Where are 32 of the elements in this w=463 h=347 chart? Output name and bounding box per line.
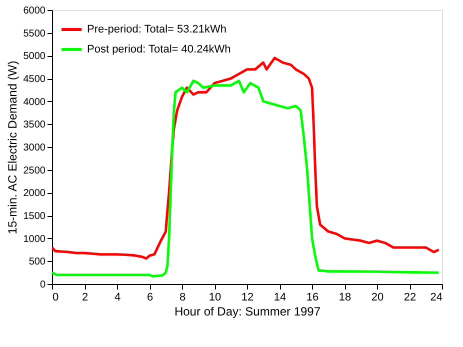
x-tick-label: 10: [208, 292, 222, 304]
y-tick-label: 1000: [23, 234, 46, 245]
x-tick-label: 12: [241, 292, 254, 304]
x-tick-label: 0: [52, 292, 59, 304]
y-tick-label: 3500: [23, 120, 46, 131]
y-tick-label: 4000: [23, 96, 46, 108]
y-tick-label: 1500: [23, 211, 46, 222]
x-tick-label: 2: [82, 292, 88, 304]
x-axis-title: Hour of Day: Summer 1997: [174, 304, 321, 318]
y-tick-label: 0: [40, 280, 46, 290]
y-tick-label: 2000: [23, 188, 46, 200]
x-tick-label: 22: [404, 292, 416, 304]
y-axis-title: 15-min. AC Electric Demand (W): [5, 60, 20, 234]
x-tick-label: 20: [371, 292, 384, 304]
line-series: [52, 80, 440, 278]
legend-label: Pre-period: Total= 53.21kWh: [87, 24, 227, 36]
x-tick-label: 6: [146, 292, 154, 304]
y-tick-label: 3000: [23, 142, 46, 154]
legend-label: Post period: Total= 40.24kWh: [87, 44, 231, 56]
y-tick-label: 2500: [23, 165, 46, 176]
line-series: [52, 56, 440, 260]
x-tick-label: 24: [430, 292, 442, 304]
x-tick-label: 4: [114, 292, 121, 304]
y-tick-label: 5500: [23, 28, 46, 40]
y-tick-label: 5000: [23, 51, 46, 62]
x-tick-label: 18: [338, 292, 352, 304]
x-tick-label: 14: [274, 292, 286, 304]
y-tick-label: 4500: [23, 74, 46, 85]
x-tick-label: 8: [179, 292, 186, 304]
y-tick-label: 6000: [23, 6, 46, 16]
y-tick-label: 500: [28, 256, 46, 268]
x-tick-label: 16: [306, 292, 319, 304]
